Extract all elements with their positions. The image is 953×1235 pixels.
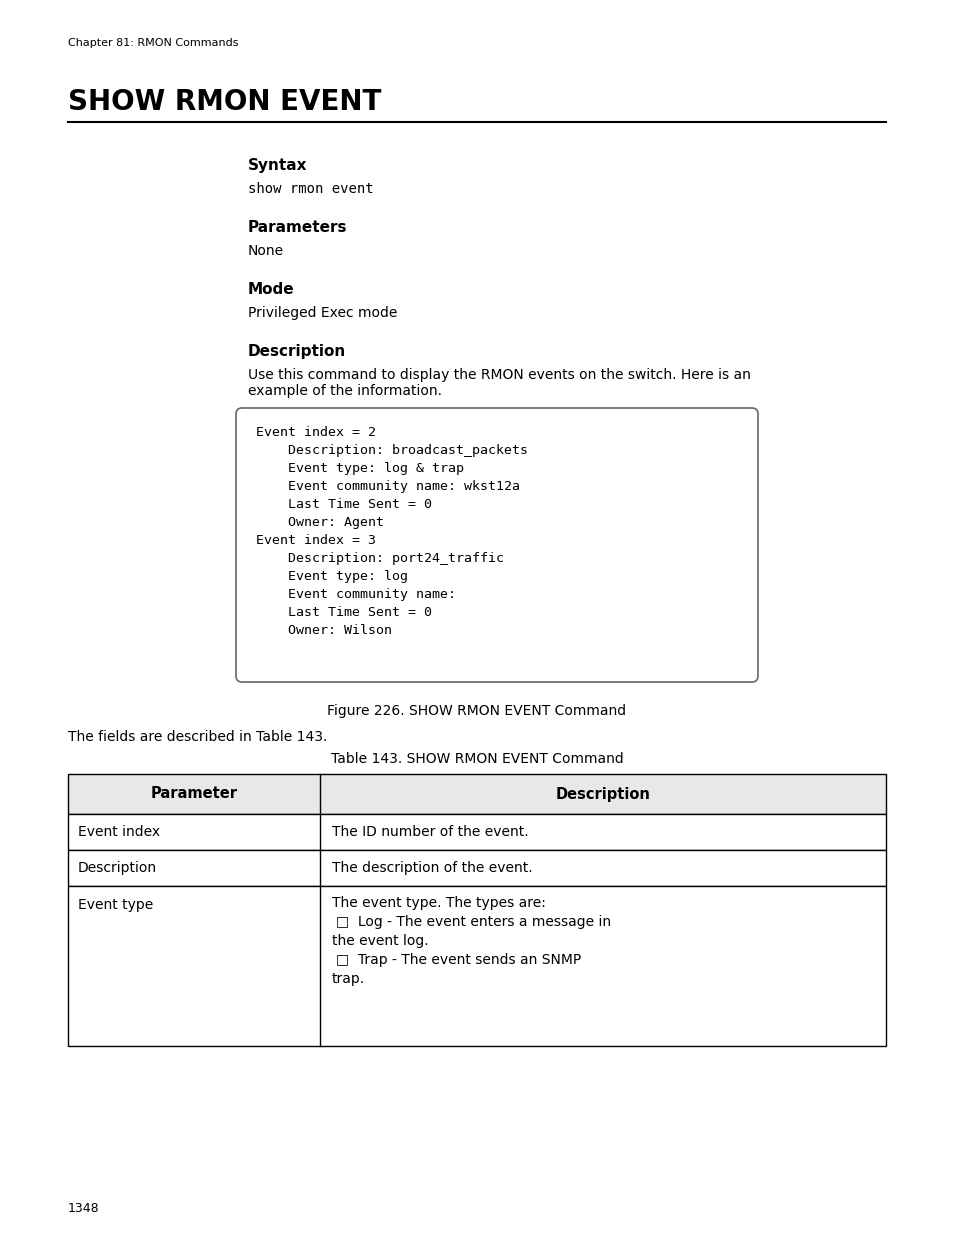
Text: Mode: Mode [248,282,294,296]
Text: show rmon event: show rmon event [248,182,374,196]
Text: Use this command to display the RMON events on the switch. Here is an
example of: Use this command to display the RMON eve… [248,368,750,398]
Text: Event type: Event type [78,898,153,911]
Text: Privileged Exec mode: Privileged Exec mode [248,306,397,320]
Text: Figure 226. SHOW RMON EVENT Command: Figure 226. SHOW RMON EVENT Command [327,704,626,718]
Bar [68,885,885,1046]
Text: Description: Description [248,345,346,359]
Text: The ID number of the event.: The ID number of the event. [332,825,528,839]
Bar [68,774,885,814]
Text: Event index: Event index [78,825,160,839]
Text: The description of the event.: The description of the event. [332,861,532,876]
Text: Description: Description [78,861,157,876]
Text: Table 143. SHOW RMON EVENT Command: Table 143. SHOW RMON EVENT Command [331,752,622,766]
Text: Description: Description [555,787,650,802]
Text: □  Log - The event enters a message in: □ Log - The event enters a message in [335,915,611,929]
Text: 1348: 1348 [68,1202,99,1215]
Text: Parameter: Parameter [151,787,237,802]
Bar [68,814,885,850]
Text: Syntax: Syntax [248,158,307,173]
Text: Parameters: Parameters [248,220,347,235]
Text: Chapter 81: RMON Commands: Chapter 81: RMON Commands [68,38,238,48]
FancyBboxPatch shape [235,408,758,682]
Text: The fields are described in Table 143.: The fields are described in Table 143. [68,730,327,743]
Text: None: None [248,245,284,258]
Text: Event index = 2
    Description: broadcast_packets
    Event type: log & trap
  : Event index = 2 Description: broadcast_p… [255,426,527,637]
Bar [68,850,885,885]
Text: SHOW RMON EVENT: SHOW RMON EVENT [68,88,381,116]
Text: the event log.: the event log. [332,934,428,948]
Text: trap.: trap. [332,972,365,986]
Text: The event type. The types are:: The event type. The types are: [332,897,545,910]
Text: □  Trap - The event sends an SNMP: □ Trap - The event sends an SNMP [335,953,580,967]
